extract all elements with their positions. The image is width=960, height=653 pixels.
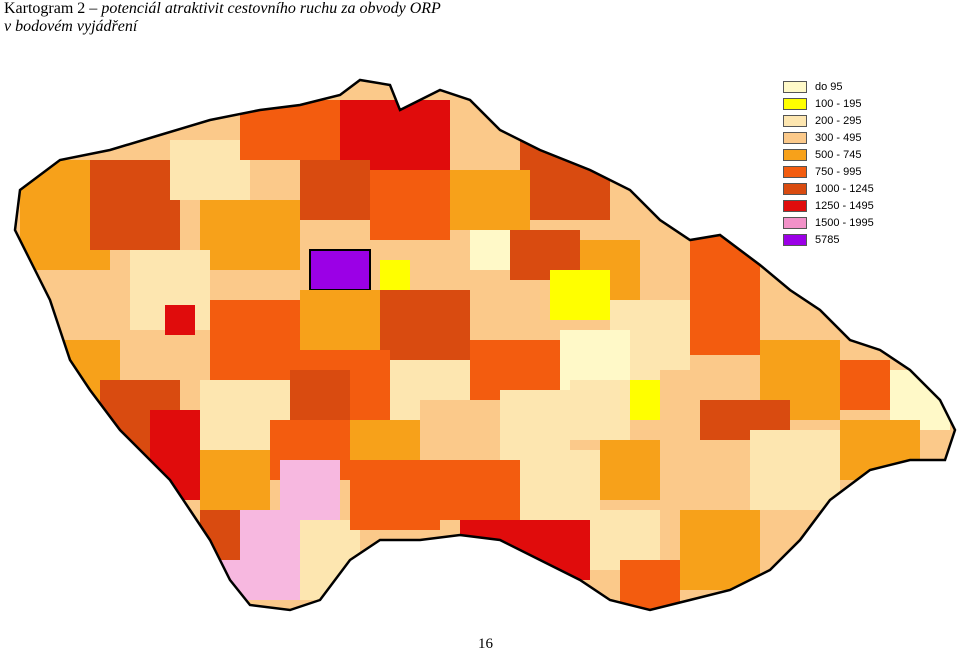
legend-item: 750 - 995 [783,163,874,180]
legend-item: do 95 [783,78,874,95]
country-border [13,78,957,612]
page-number: 16 [478,636,493,652]
legend-swatch [783,131,807,144]
title-prefix: Kartogram 2 – [4,0,102,17]
legend-label: 1250 - 1495 [815,199,874,212]
legend-swatch [783,182,807,195]
legend-label: 500 - 745 [815,148,862,161]
legend-item: 1250 - 1495 [783,197,874,214]
legend-item: 1000 - 1245 [783,180,874,197]
legend-swatch [783,148,807,161]
legend-label: 100 - 195 [815,97,862,110]
legend-swatch [783,114,807,127]
legend-swatch [783,199,807,212]
legend-swatch [783,233,807,246]
legend-label: 300 - 495 [815,131,862,144]
legend-label: 1000 - 1245 [815,182,874,195]
legend-label: 750 - 995 [815,165,862,178]
legend-item: 1500 - 1995 [783,214,874,231]
legend-swatch [783,165,807,178]
legend-item: 200 - 295 [783,112,874,129]
legend-label: 5785 [815,233,840,246]
legend-item: 500 - 745 [783,146,874,163]
legend-label: 1500 - 1995 [815,216,874,229]
legend-item: 300 - 495 [783,129,874,146]
legend-swatch [783,216,807,229]
map-legend: do 95 100 - 195 200 - 295 300 - 495 500 … [783,78,874,248]
title-line2: v bodovém vyjádření [4,18,138,35]
legend-item: 5785 [783,231,874,248]
legend-swatch [783,80,807,93]
legend-label: do 95 [815,80,843,93]
map-title: Kartogram 2 – potenciál atraktivit cesto… [4,0,441,36]
legend-item: 100 - 195 [783,95,874,112]
legend-label: 200 - 295 [815,114,862,127]
legend-swatch [783,97,807,110]
title-line1: potenciál atraktivit cestovního ruchu za… [101,0,441,17]
